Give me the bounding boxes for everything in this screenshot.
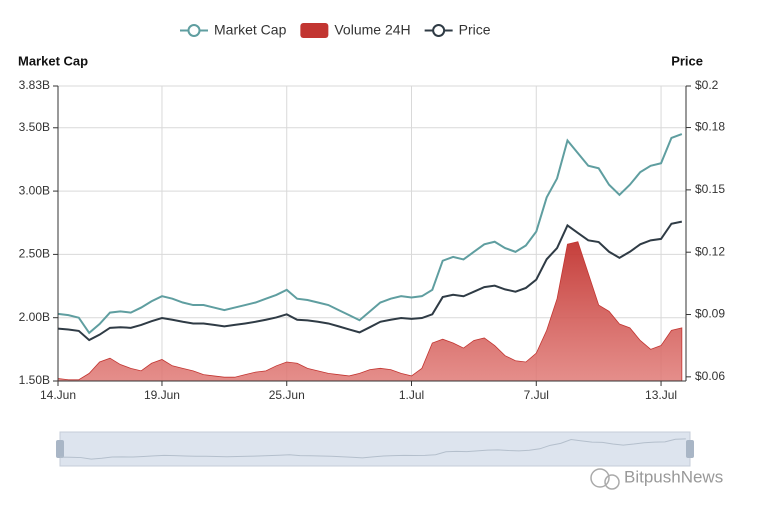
legend-swatch [300,23,329,38]
watermark: BitpushNews [624,467,723,486]
slider-track[interactable] [59,431,691,467]
x-tick-label: 7.Jul [524,388,549,402]
y-tick-label: 1.50B [19,373,50,387]
watermark-logo [590,468,620,490]
slider-handle[interactable] [686,440,694,458]
line [57,133,683,335]
slider-preview [59,438,686,460]
y-tick-label: 3.00B [19,183,50,197]
legend-item[interactable]: Price [424,22,491,38]
legend-item[interactable]: Volume 24H [300,22,411,38]
legend-label: Price [459,22,491,38]
y2-tick-label: $0.12 [695,244,725,258]
x-tick-label: 19.Jun [144,388,180,402]
legend-marker [432,24,446,37]
legend-item[interactable]: Market Cap [180,22,287,38]
x-tick-label: 1.Jul [399,388,424,402]
y2-tick-label: $0.18 [695,120,725,134]
y-axis-title: Market Cap [18,53,88,68]
x-tick-label: 13.Jul [645,388,677,402]
y2-tick-label: $0.15 [695,182,725,196]
y-tick-label: 2.50B [19,247,50,261]
legend-marker [187,24,201,37]
y-tick-label: 3.83B [19,78,50,92]
y-tick-label: 3.50B [19,120,50,134]
y-tick-label: 2.00B [19,310,50,324]
legend-label: Volume 24H [334,22,410,38]
volume-area [57,241,683,382]
y2-tick-label: $0.2 [695,78,719,92]
x-tick-label: 25.Jun [269,388,305,402]
legend-label: Market Cap [214,22,287,38]
y2-tick-label: $0.06 [695,369,725,383]
zoom-slider[interactable] [56,431,694,467]
y2-axis-title: Price [671,53,703,68]
y2-tick-label: $0.09 [695,307,725,321]
line [57,220,683,342]
slider-handle[interactable] [56,440,64,458]
x-tick-label: 14.Jun [40,388,76,402]
